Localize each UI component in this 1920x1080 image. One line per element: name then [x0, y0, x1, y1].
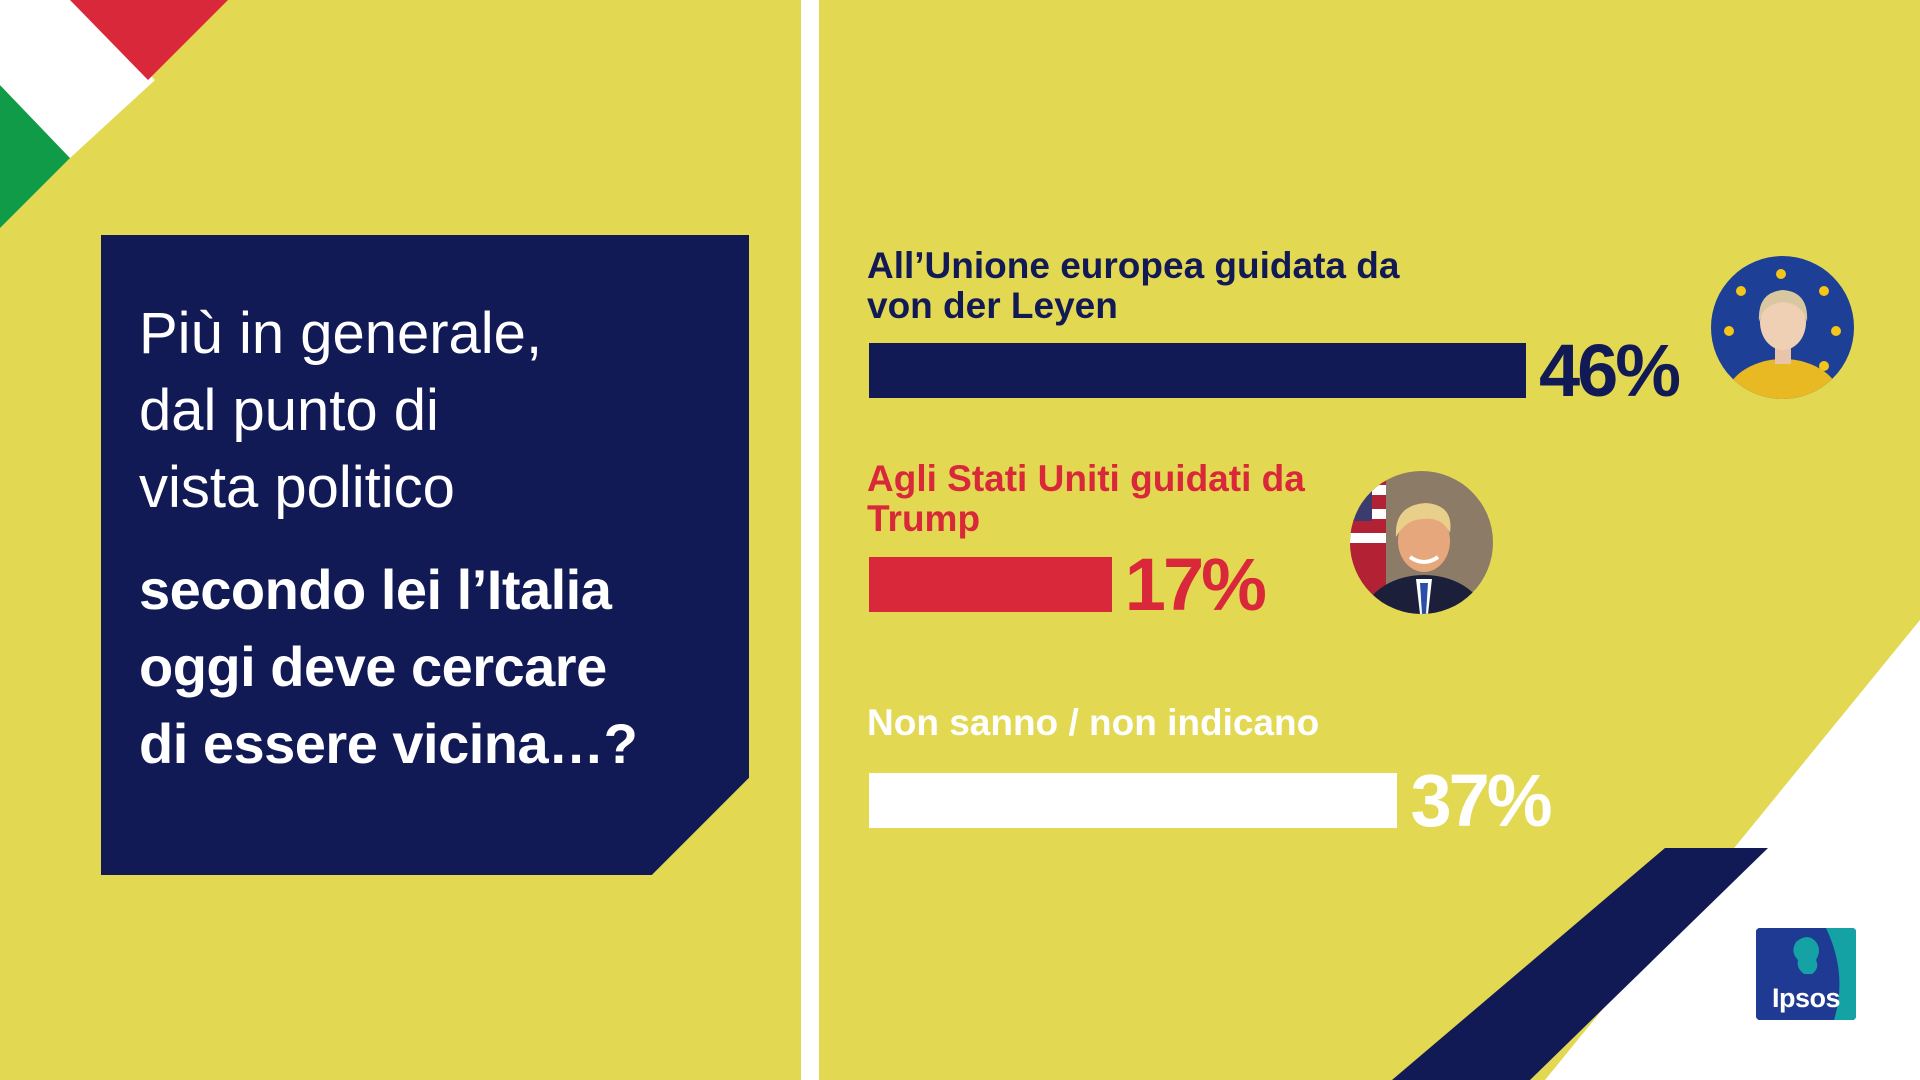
- flag-red: [70, 0, 228, 80]
- bar-eu: [869, 343, 1526, 398]
- question-main-line: oggi deve cercare: [139, 635, 607, 698]
- flag-white: [0, 0, 155, 158]
- category-label-undecided: Non sanno / non indicano: [867, 703, 1319, 743]
- logo-text: Ipsos: [1771, 983, 1841, 1013]
- category-label-line: Agli Stati Uniti guidati da: [867, 458, 1305, 499]
- question-intro-line: vista politico: [139, 455, 455, 520]
- bar-us: [869, 557, 1112, 612]
- category-label-eu: All’Unione europea guidata da von der Le…: [867, 246, 1399, 326]
- category-label-us: Agli Stati Uniti guidati da Trump: [867, 459, 1305, 539]
- question-main-line: di essere vicina…?: [139, 712, 638, 775]
- trump-portrait: [1350, 471, 1493, 614]
- category-label-line: Non sanno / non indicano: [867, 702, 1320, 743]
- question-intro-line: Più in generale,: [139, 301, 543, 366]
- bar-undecided: [869, 773, 1398, 828]
- von-der-leyen-portrait: [1711, 256, 1854, 399]
- ipsos-logo: Ipsos: [1756, 928, 1856, 1020]
- value-label-undecided: 37%: [1410, 759, 1552, 842]
- category-label-line: Trump: [867, 498, 981, 539]
- question-main-line: secondo lei l’Italia: [139, 558, 612, 621]
- question-box: Più in generale, dal punto di vista poli…: [101, 235, 749, 875]
- value-label-eu: 46%: [1539, 329, 1681, 412]
- question-main: secondo lei l’Italia oggi deve cercare d…: [139, 551, 739, 782]
- panel-divider: [801, 0, 819, 1080]
- category-label-line: All’Unione europea guidata da: [867, 245, 1400, 286]
- question-intro: Più in generale, dal punto di vista poli…: [139, 295, 719, 526]
- navy-stripe: [1392, 848, 1768, 1080]
- flag-green: [0, 85, 70, 228]
- category-label-line: von der Leyen: [867, 285, 1118, 326]
- question-intro-line: dal punto di: [139, 378, 439, 443]
- value-label-us: 17%: [1124, 543, 1267, 626]
